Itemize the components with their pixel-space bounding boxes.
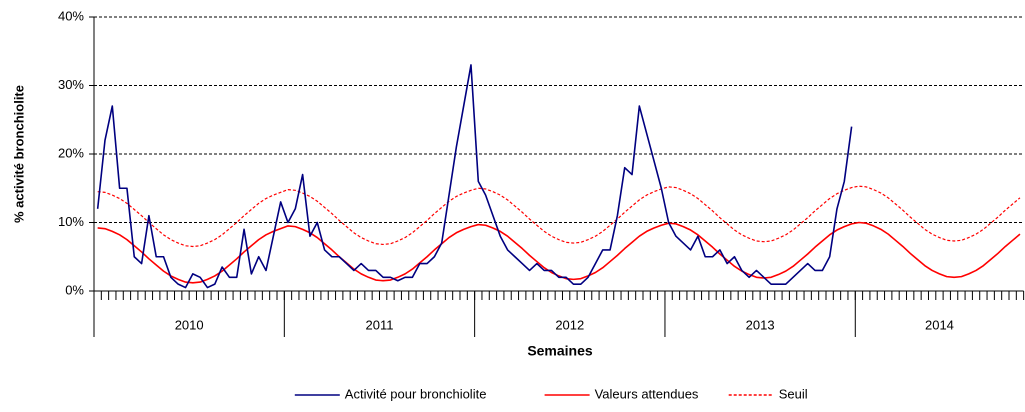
y-tick-label: 30%	[58, 77, 84, 92]
series-line	[97, 185, 1021, 248]
series-line	[96, 64, 853, 289]
legend-label: Activité pour bronchiolite	[345, 386, 487, 401]
x-group-label: 2010	[175, 317, 204, 332]
legend-label: Seuil	[779, 386, 808, 401]
x-group-label: 2014	[925, 317, 954, 332]
x-group-label: 2012	[555, 317, 584, 332]
x-axis-label: Semaines	[527, 343, 593, 359]
y-tick-label: 40%	[58, 8, 84, 23]
x-group-label: 2011	[365, 317, 393, 332]
y-tick-label: 10%	[58, 214, 84, 229]
legend-label: Valeurs attendues	[595, 386, 699, 401]
y-tick-label: 20%	[58, 145, 84, 160]
x-group-label: 2013	[746, 317, 775, 332]
y-tick-label: 0%	[65, 282, 84, 297]
series-line	[97, 221, 1021, 284]
y-axis-label: % activité bronchiolite	[11, 85, 26, 223]
